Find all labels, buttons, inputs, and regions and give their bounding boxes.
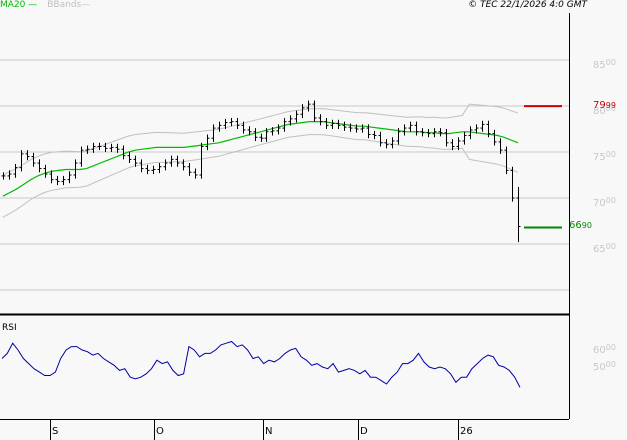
price-tick-label: 8000 [593,104,616,117]
price-tick-label: 8500 [593,58,616,71]
chart-frame [0,13,570,440]
price-gridlines [0,59,569,291]
resistance-label: 7999 [593,100,616,111]
legend: MA20 — BBands— [0,0,90,11]
ma20-line [2,120,519,197]
time-tick-label: 26 [460,426,473,437]
rsi-tick-label: 5000 [593,360,616,373]
time-tick-label: S [52,426,59,437]
legend-bbands: BBands— [47,0,91,10]
rsi-line [1,340,521,388]
price-tick-label: 6500 [593,242,616,255]
time-tick-label: D [360,426,368,437]
price-tick-label: 7500 [593,150,616,163]
copyright: © TEC 22/1/2026 4:0 GMT [468,0,587,10]
price-tick-label: 7000 [593,196,616,209]
time-tick-label: N [265,426,273,437]
price-bars [1,100,521,243]
bollinger-bands [2,103,519,218]
time-tick-label: O [156,426,164,437]
rsi-tick-label: 6000 [593,343,616,356]
rsi-label: RSI [2,323,17,333]
support-resistance-lines [524,105,562,229]
legend-ma20: MA20 — [0,0,38,10]
support-label: 6690 [569,220,592,231]
